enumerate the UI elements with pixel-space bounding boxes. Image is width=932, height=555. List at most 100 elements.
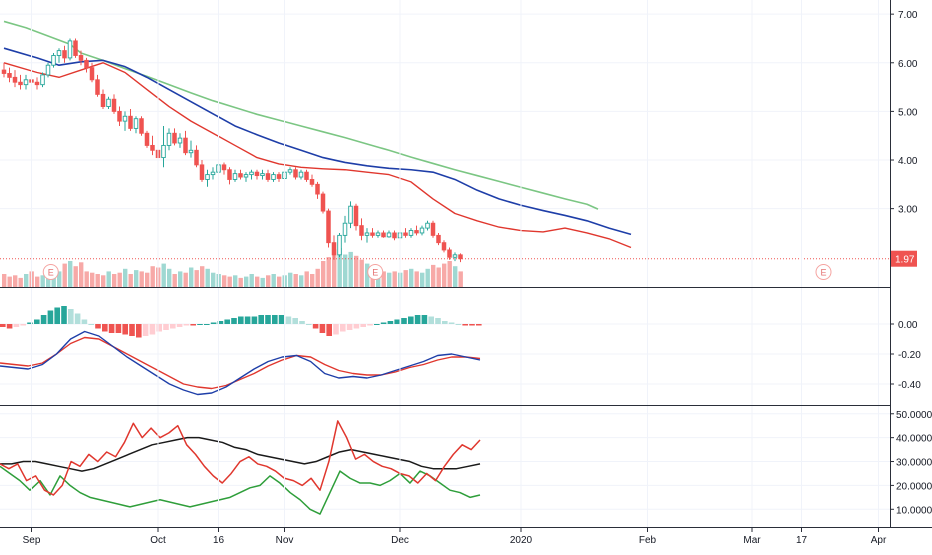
macd-histogram-bar[interactable] xyxy=(13,324,20,327)
volume-bar[interactable] xyxy=(2,274,7,287)
candle[interactable] xyxy=(403,232,408,236)
candle[interactable] xyxy=(18,81,23,86)
earnings-marker-icon[interactable] xyxy=(42,264,59,280)
volume-bar[interactable] xyxy=(343,254,348,288)
candle[interactable] xyxy=(441,242,447,251)
macd-histogram-bar[interactable] xyxy=(95,324,101,329)
candle[interactable] xyxy=(117,110,122,122)
macd-histogram-bar[interactable] xyxy=(40,315,47,324)
candle[interactable] xyxy=(386,232,392,238)
volume-bar[interactable] xyxy=(359,259,364,287)
candle[interactable] xyxy=(392,232,397,239)
candle[interactable] xyxy=(232,173,238,180)
macd-histogram-bar[interactable] xyxy=(149,324,156,335)
macd-histogram-bar[interactable] xyxy=(306,324,312,325)
candle[interactable] xyxy=(23,79,29,86)
volume-bar[interactable] xyxy=(425,268,430,287)
volume-bar[interactable] xyxy=(365,263,370,287)
macd-histogram-bar[interactable] xyxy=(326,324,332,336)
candle[interactable] xyxy=(67,40,73,59)
volume-bar[interactable] xyxy=(326,257,331,287)
macd-histogram-bar[interactable] xyxy=(312,324,319,329)
candle[interactable] xyxy=(106,98,111,107)
macd-histogram-bar[interactable] xyxy=(20,324,26,326)
candle[interactable] xyxy=(1,69,7,74)
candle[interactable] xyxy=(293,169,298,178)
volume-bar[interactable] xyxy=(387,272,392,287)
macd-histogram-bar[interactable] xyxy=(136,324,142,338)
candle[interactable] xyxy=(183,137,188,154)
volume-bar[interactable] xyxy=(73,266,78,287)
adx-black-line[interactable] xyxy=(0,436,481,472)
candle[interactable] xyxy=(144,132,150,146)
candle[interactable] xyxy=(342,222,348,236)
candle[interactable] xyxy=(381,232,386,238)
candle[interactable] xyxy=(150,144,155,151)
volume-bar[interactable] xyxy=(18,277,23,287)
macd-histogram-bar[interactable] xyxy=(81,319,88,325)
macd-histogram-bar[interactable] xyxy=(442,321,448,324)
volume-bar[interactable] xyxy=(172,274,177,287)
macd-histogram-bar[interactable] xyxy=(34,319,40,325)
candle[interactable] xyxy=(425,222,430,229)
volume-bar[interactable] xyxy=(145,272,150,287)
macd-histogram-bar[interactable] xyxy=(462,324,468,326)
volume-bar[interactable] xyxy=(161,263,166,287)
candle[interactable] xyxy=(326,210,331,244)
volume-bar[interactable] xyxy=(447,261,452,287)
candle[interactable] xyxy=(309,179,315,185)
macd-line[interactable] xyxy=(0,330,481,396)
volume-bar[interactable] xyxy=(79,262,84,287)
macd-histogram-bar[interactable] xyxy=(210,322,217,325)
volume-bar[interactable] xyxy=(392,271,397,287)
earnings-marker-icon[interactable] xyxy=(367,264,384,280)
candle[interactable] xyxy=(78,55,84,61)
volume-bar[interactable] xyxy=(62,263,67,287)
volume-bar[interactable] xyxy=(381,271,386,287)
candle[interactable] xyxy=(227,169,232,180)
volume-bar[interactable] xyxy=(304,271,309,287)
macd-histogram-bar[interactable] xyxy=(285,316,292,325)
candle[interactable] xyxy=(95,79,100,95)
candle[interactable] xyxy=(122,115,128,122)
macd-histogram-bar[interactable] xyxy=(204,324,210,325)
candle[interactable] xyxy=(254,171,260,177)
macd-histogram-bar[interactable] xyxy=(333,324,339,335)
candle[interactable] xyxy=(177,137,183,144)
volume-bar[interactable] xyxy=(189,267,194,288)
macd-histogram-bar[interactable] xyxy=(476,324,482,326)
macd-histogram-bar[interactable] xyxy=(74,313,81,325)
candle[interactable] xyxy=(337,234,342,256)
volume-bar[interactable] xyxy=(244,276,249,287)
volume-bar[interactable] xyxy=(414,271,419,287)
candle[interactable] xyxy=(249,171,254,176)
volume-bar[interactable] xyxy=(238,277,243,287)
volume-bar[interactable] xyxy=(106,271,111,287)
candle[interactable] xyxy=(430,222,436,236)
volume-bar[interactable] xyxy=(288,272,293,287)
macd-histogram-bar[interactable] xyxy=(156,324,162,332)
adx-green-line[interactable] xyxy=(0,465,481,515)
candle[interactable] xyxy=(128,115,133,129)
volume-bar[interactable] xyxy=(233,275,238,287)
candle[interactable] xyxy=(271,174,276,180)
macd-histogram-bar[interactable] xyxy=(367,324,373,326)
macd-histogram-bar[interactable] xyxy=(142,324,149,336)
volume-bar[interactable] xyxy=(315,268,320,287)
volume-bar[interactable] xyxy=(95,274,100,287)
volume-bar[interactable] xyxy=(271,274,276,287)
candle[interactable] xyxy=(287,169,293,173)
candle[interactable] xyxy=(100,93,106,107)
volume-bar[interactable] xyxy=(40,275,45,287)
macd-histogram-bar[interactable] xyxy=(299,321,305,324)
candle[interactable] xyxy=(315,183,320,195)
volume-bar[interactable] xyxy=(101,275,106,287)
volume-bar[interactable] xyxy=(321,261,326,287)
volume-bar[interactable] xyxy=(205,268,210,287)
candle[interactable] xyxy=(414,230,419,234)
volume-bar[interactable] xyxy=(458,271,463,287)
candle[interactable] xyxy=(34,81,40,86)
candle[interactable] xyxy=(89,67,95,81)
